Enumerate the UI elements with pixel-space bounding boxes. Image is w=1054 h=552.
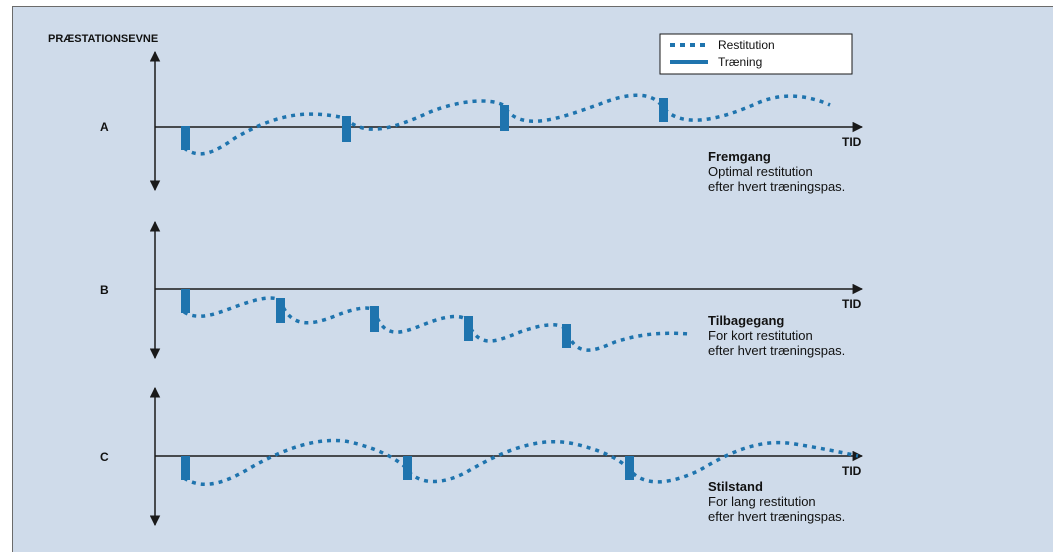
y-axis-title: PRÆSTATIONSEVNE — [48, 33, 158, 45]
panel-b-caption-title: Tilbagegang — [708, 313, 784, 328]
panel-a-caption-line2: efter hvert træningspas. — [708, 179, 845, 194]
panel-c-training-bar — [625, 456, 634, 480]
panel-b-training-bar — [276, 298, 285, 323]
panel-a-training-bar — [181, 126, 190, 150]
panel-a-time-label: TID — [842, 135, 862, 149]
panel-b-training-bar — [464, 316, 473, 341]
panel-c-caption-line2: efter hvert træningspas. — [708, 509, 845, 524]
legend-restitution-label: Restitution — [718, 38, 775, 52]
panel-a: A TID Fremgang Optimal restitution efter… — [100, 50, 864, 194]
panel-c-restitution-curve — [183, 438, 859, 487]
panel-c-caption-title: Stilstand — [708, 479, 763, 494]
panel-b-letter: B — [100, 283, 109, 297]
panel-c-training-bar — [403, 456, 412, 480]
panel-a-letter: A — [100, 120, 109, 134]
panel-b-restitution-curve — [183, 296, 691, 352]
panel-b: B TID Tilbagegang For kort restitution e… — [100, 220, 864, 360]
panel-b-training-bar — [562, 324, 571, 348]
panel-a-caption-title: Fremgang — [708, 149, 771, 164]
panel-c-time-label: TID — [842, 464, 862, 478]
legend: Restitution Træning — [659, 33, 853, 75]
panel-b-time-label: TID — [842, 297, 862, 311]
panel-c: C TID Stilstand For lang restitution eft… — [100, 386, 864, 527]
panel-a-training-bar — [500, 105, 509, 131]
panel-c-training-bar — [181, 456, 190, 480]
legend-box — [659, 33, 853, 75]
panel-b-training-bar — [370, 306, 379, 332]
panel-c-caption-line1: For lang restitution — [708, 494, 816, 509]
panel-a-training-bar — [659, 98, 668, 122]
panel-a-training-bar — [342, 116, 351, 142]
panel-b-training-bar — [181, 289, 190, 313]
panel-c-letter: C — [100, 450, 109, 464]
panel-a-caption-line1: Optimal restitution — [708, 164, 813, 179]
panel-b-caption-line1: For kort restitution — [708, 328, 813, 343]
panel-b-caption-line2: efter hvert træningspas. — [708, 343, 845, 358]
legend-training-label: Træning — [718, 55, 762, 69]
